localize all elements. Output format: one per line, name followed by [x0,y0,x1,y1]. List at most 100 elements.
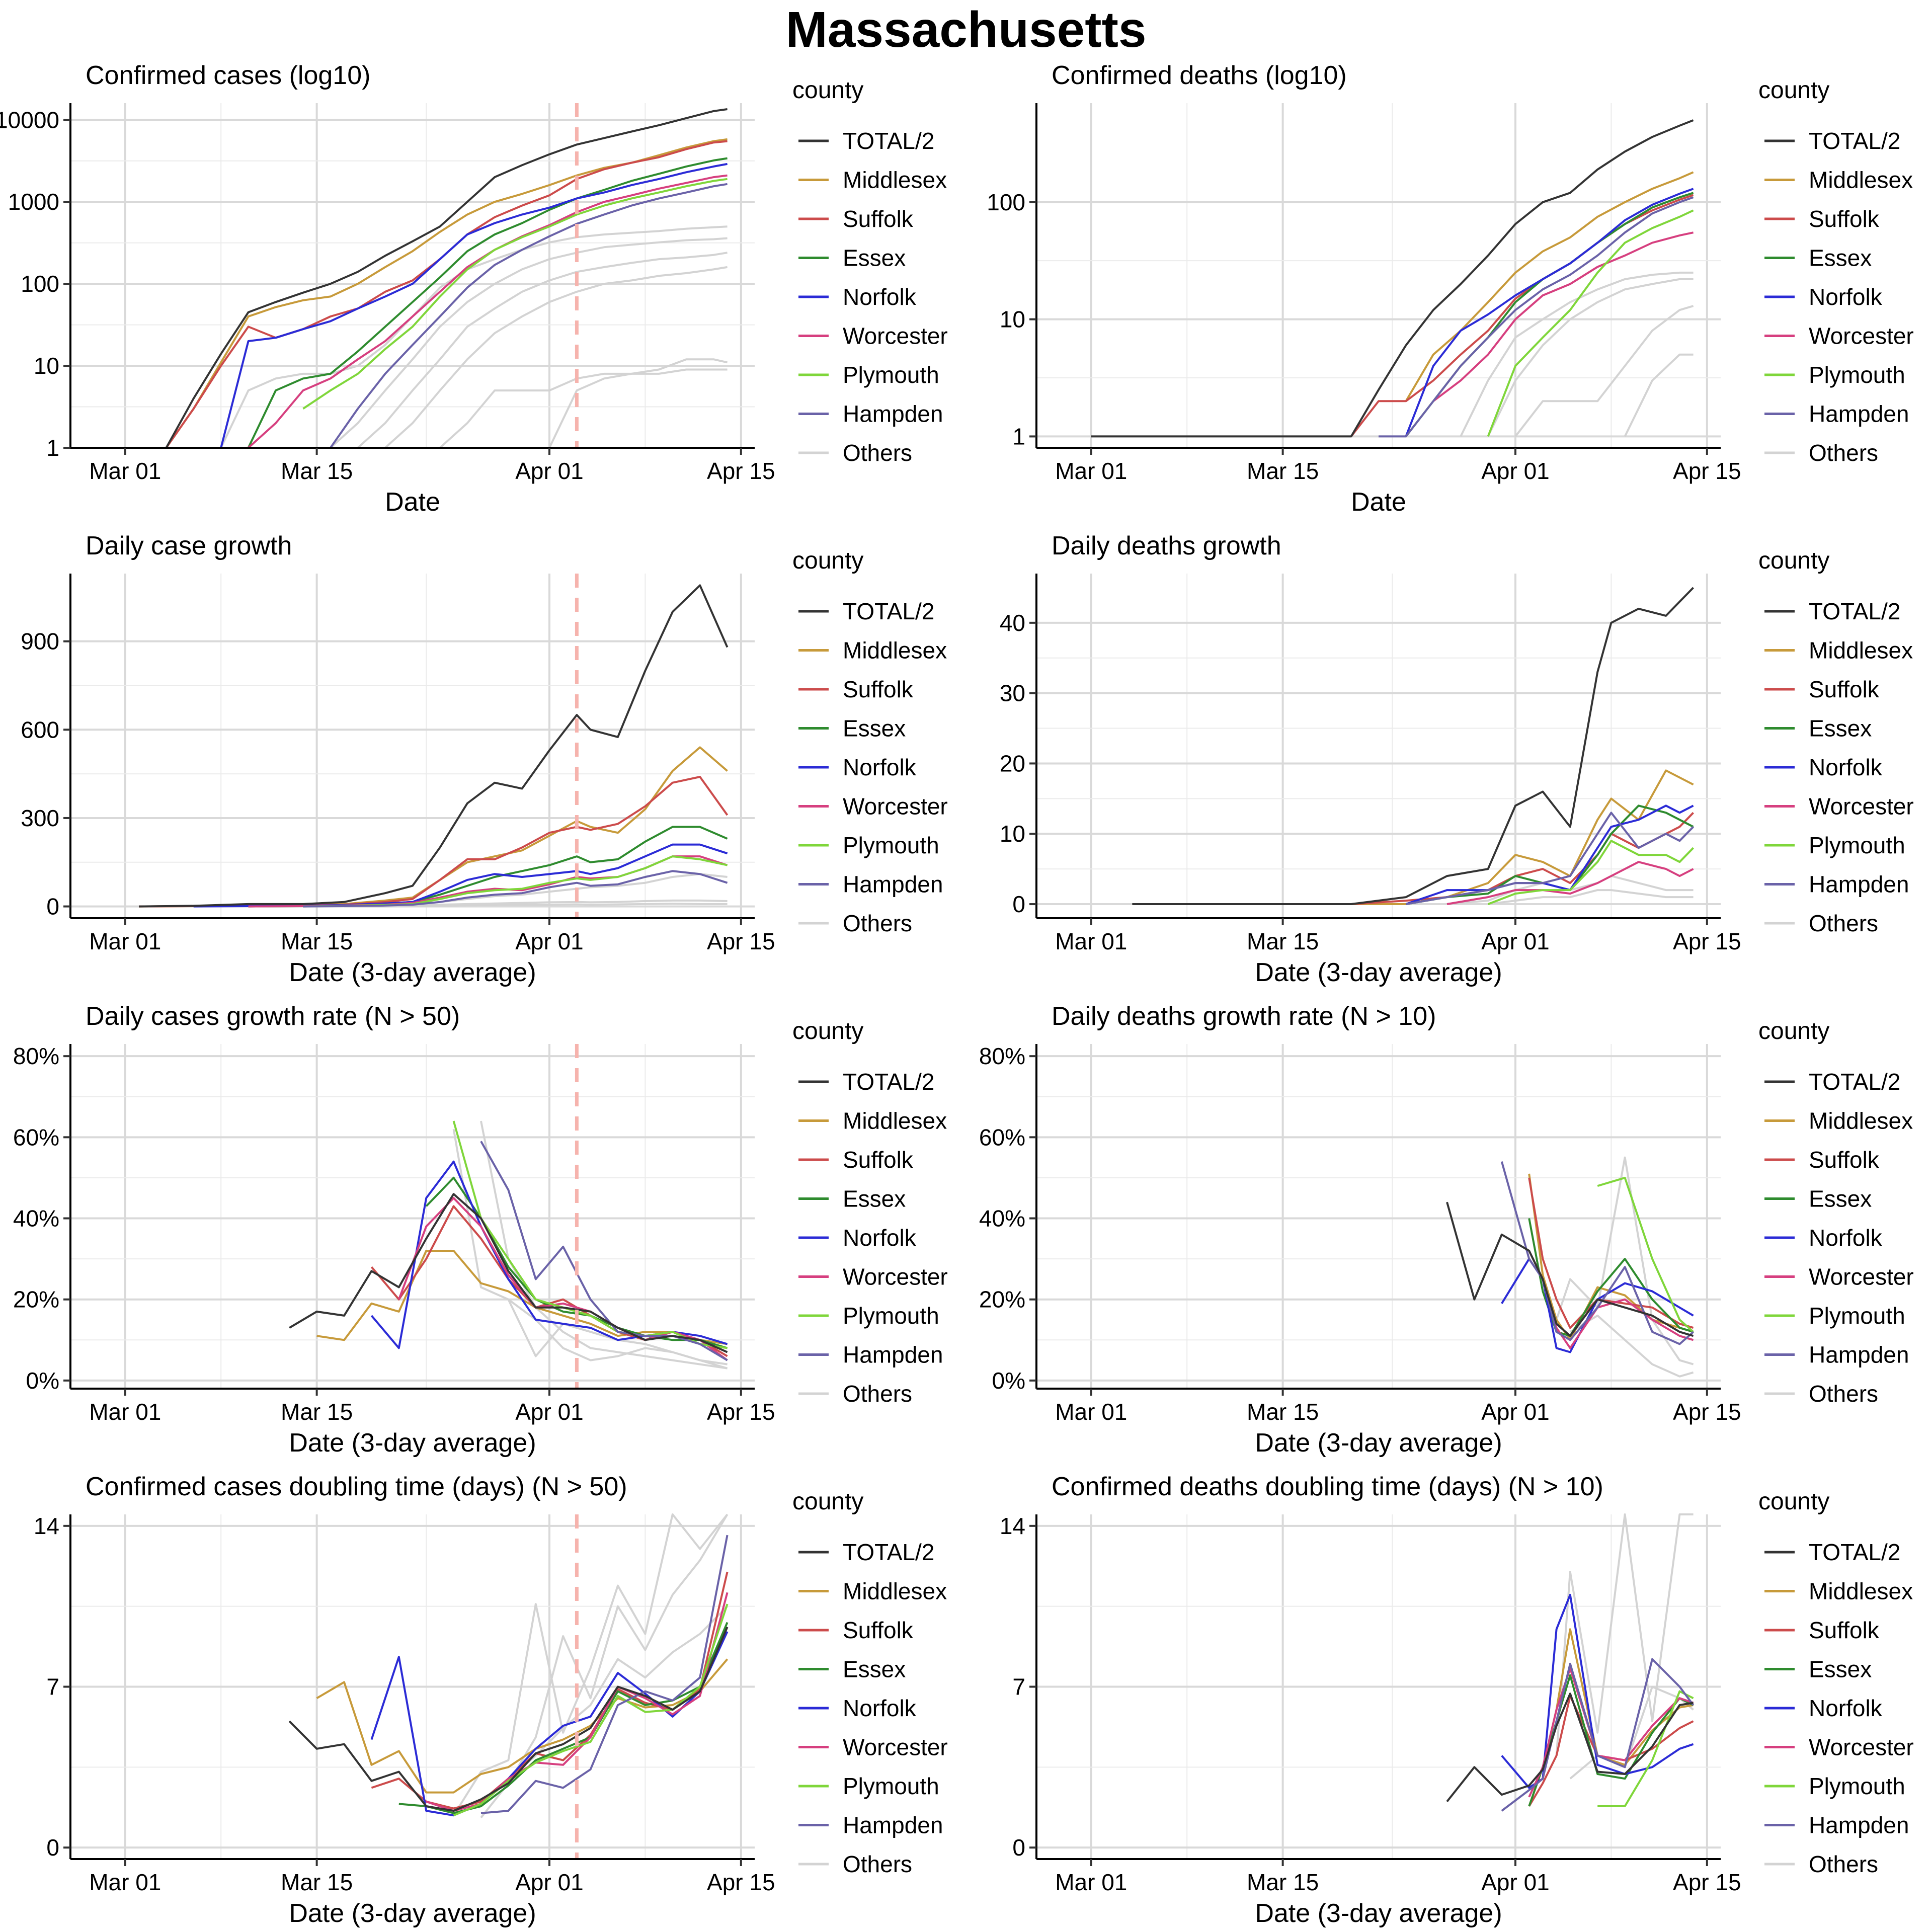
series-line-suffolk [1350,194,1694,437]
series-line-others [1624,353,1694,437]
x-axis-label: Date (3-day average) [1255,958,1502,987]
legend-item: Plymouth [798,832,939,858]
legend-item: Suffolk [798,206,914,232]
legend: county TOTAL/2 Middlesex Suffolk Essex Norfol… [792,547,948,936]
x-axis-label: Date (3-day average) [1255,1428,1502,1458]
series-line-others [303,237,728,449]
legend-item: Worcester [798,323,948,349]
legend: county TOTAL/2 Middlesex Suffolk Essex Norfol… [1758,1488,1914,1877]
series-line-plymouth [453,1603,729,1817]
legend-label: Others [1809,1851,1878,1877]
legend-label: TOTAL/2 [1809,128,1900,154]
x-tick-label: Apr 15 [1673,458,1741,484]
legend-item: Middlesex [798,1578,947,1604]
legend-label: Worcester [1809,323,1914,349]
legend-label: Suffolk [843,1617,914,1643]
series-line-others [1460,271,1694,437]
legend-item: Norfolk [1764,1695,1883,1721]
legend-label: Norfolk [843,1695,917,1721]
legend-title: county [792,1488,863,1515]
legend-item: Suffolk [1764,676,1880,702]
legend-item: Plymouth [1764,362,1905,388]
series-line-total-2 [1091,119,1694,438]
legend-item: Essex [798,1186,906,1212]
legend-item: Middlesex [1764,1108,1913,1134]
legend-label: Worcester [1809,1734,1914,1760]
legend-label: Essex [843,715,906,742]
y-tick-label: 10000 [0,107,59,133]
legend-item: Suffolk [1764,1617,1880,1643]
y-tick-label: 40% [979,1205,1025,1232]
legend-item: Others [1764,1851,1878,1877]
legend-label: Worcester [843,1264,948,1290]
y-tick-label: 20 [1000,750,1025,776]
x-tick-label: Mar 01 [1055,928,1127,954]
legend-label: Middlesex [843,1108,947,1134]
legend-item: TOTAL/2 [1764,1539,1900,1565]
legend-label: Hampden [1809,871,1909,898]
series-line-others [358,266,728,449]
series-line-others [220,225,728,448]
series-line-plymouth [1487,840,1695,905]
legend-title: county [1758,1488,1829,1515]
legend-item: Norfolk [798,1695,917,1721]
legend-item: Others [798,1851,912,1877]
series-line-plymouth [452,1120,728,1349]
y-tick-label: 7 [1012,1674,1025,1700]
legend-item: Worcester [1764,1734,1914,1760]
legend-item: Others [1764,1381,1878,1407]
legend-label: Plymouth [1809,362,1905,388]
y-tick-label: 300 [21,805,59,831]
x-tick-label: Mar 15 [1247,1869,1319,1895]
x-axis-label: Date (3-day average) [289,958,536,987]
legend: county TOTAL/2 Middlesex Suffolk Essex Norfol… [792,77,948,466]
series-line-total-2 [125,108,728,449]
legend-label: TOTAL/2 [843,128,934,154]
x-tick-label: Apr 01 [515,1399,584,1425]
x-tick-label: Apr 01 [515,458,584,484]
series-line-total-2 [288,1627,729,1812]
x-tick-label: Mar 15 [281,1869,353,1895]
legend-item: Others [798,440,912,466]
x-tick-label: Apr 15 [707,458,775,484]
legend-item: Plymouth [1764,832,1905,858]
legend-label: Essex [1809,1656,1872,1682]
legend-label: Middlesex [843,637,947,664]
series-line-plymouth [303,855,728,908]
page-title: Massachusetts [785,2,1147,58]
legend-item: Hampden [798,1342,943,1368]
series-line-middlesex [1405,171,1694,402]
legend-item: Suffolk [798,1147,914,1173]
x-axis-label: Date (3-day average) [1255,1899,1502,1928]
legend-item: TOTAL/2 [798,598,934,624]
legend-item: Norfolk [798,284,917,310]
y-tick-label: 0% [992,1367,1025,1394]
y-tick-label: 900 [21,628,59,655]
x-tick-label: Mar 15 [281,1399,353,1425]
x-tick-label: Apr 15 [1673,1399,1741,1425]
legend-title: county [1758,77,1829,104]
series-line-hampden [1501,1658,1695,1812]
y-tick-label: 10 [1000,821,1025,847]
y-tick-label: 60% [979,1124,1025,1150]
x-tick-label: Apr 01 [1481,1399,1550,1425]
legend-label: Suffolk [1809,1617,1880,1643]
panel-3: Mar 01 Mar 15 Apr 01 Apr 15 0 300 600 900 Daily … [21,531,948,987]
legend-label: Norfolk [1809,1695,1883,1721]
y-tick-label: 0 [46,1834,59,1861]
legend-label: Worcester [843,793,948,820]
series-line-suffolk [138,776,729,908]
panel-title: Daily deaths growth [1052,531,1281,560]
legend-label: Suffolk [843,1147,914,1173]
panel-4: Mar 01 Mar 15 Apr 01 Apr 15 0 10 20 30 40 Daily d… [1000,531,1914,987]
legend-label: TOTAL/2 [843,1539,934,1565]
legend-label: Plymouth [843,1773,939,1799]
x-tick-label: Mar 15 [281,928,353,954]
legend-label: Norfolk [1809,284,1883,310]
legend-label: Worcester [1809,793,1914,820]
legend-label: Essex [843,1186,906,1212]
legend-label: Norfolk [843,754,917,780]
legend-item: Worcester [1764,323,1914,349]
series-line-hampden [480,1141,728,1361]
